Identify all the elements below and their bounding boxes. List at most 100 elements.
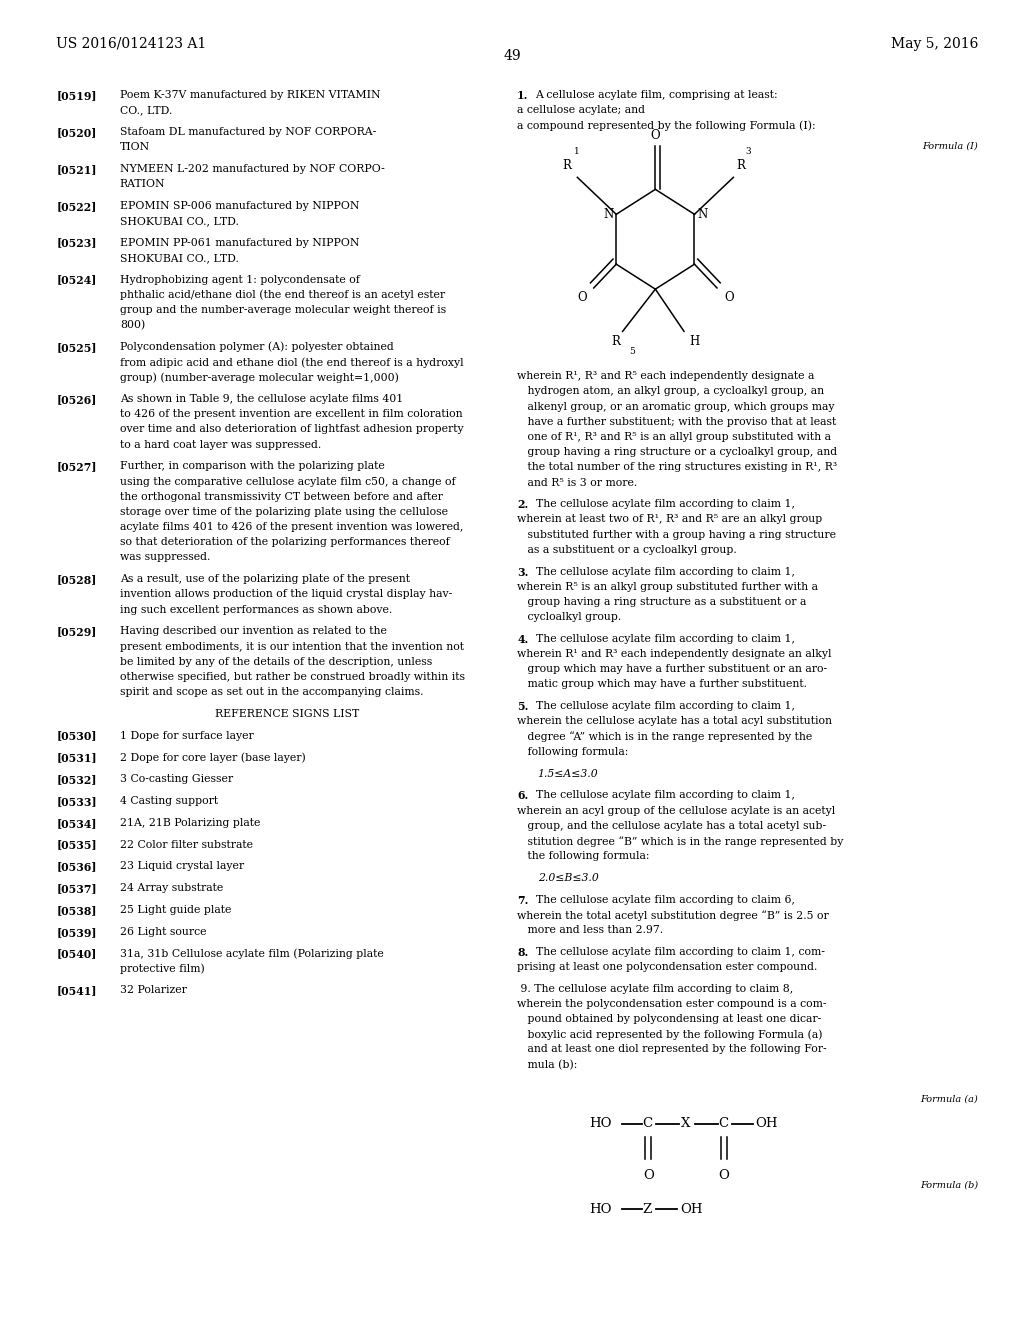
Text: [0538]: [0538] [56,904,97,916]
Text: otherwise specified, but rather be construed broadly within its: otherwise specified, but rather be const… [120,672,465,682]
Text: degree “A” which is in the range represented by the: degree “A” which is in the range represe… [517,731,812,742]
Text: hydrogen atom, an alkyl group, a cycloalkyl group, an: hydrogen atom, an alkyl group, a cycloal… [517,387,824,396]
Text: 800): 800) [120,319,145,330]
Text: O: O [650,129,660,141]
Text: [0533]: [0533] [56,796,97,807]
Text: and R⁵ is 3 or more.: and R⁵ is 3 or more. [517,478,637,487]
Text: spirit and scope as set out in the accompanying claims.: spirit and scope as set out in the accom… [120,686,423,697]
Text: [0539]: [0539] [56,927,97,937]
Text: 7.: 7. [517,895,528,906]
Text: O: O [643,1168,653,1181]
Text: [0521]: [0521] [56,164,97,174]
Text: As a result, use of the polarizing plate of the present: As a result, use of the polarizing plate… [120,574,410,585]
Text: H: H [689,335,699,348]
Text: so that deterioration of the polarizing performances thereof: so that deterioration of the polarizing … [120,537,450,548]
Text: 1.5≤A≤3.0: 1.5≤A≤3.0 [538,768,598,779]
Text: [0527]: [0527] [56,461,97,473]
Text: [0524]: [0524] [56,275,96,285]
Text: using the comparative cellulose acylate film c50, a change of: using the comparative cellulose acylate … [120,477,456,487]
Text: have a further substituent; with the proviso that at least: have a further substituent; with the pro… [517,417,837,426]
Text: Z: Z [642,1203,652,1216]
Text: [0525]: [0525] [56,342,97,352]
Text: [0536]: [0536] [56,861,97,873]
Text: [0537]: [0537] [56,883,97,894]
Text: R: R [611,335,621,348]
Text: substituted further with a group having a ring structure: substituted further with a group having … [517,529,837,540]
Text: one of R¹, R³ and R⁵ is an allyl group substituted with a: one of R¹, R³ and R⁵ is an allyl group s… [517,432,831,442]
Text: May 5, 2016: May 5, 2016 [891,37,978,51]
Text: the orthogonal transmissivity CT between before and after: the orthogonal transmissivity CT between… [120,491,442,502]
Text: and at least one diol represented by the following For-: and at least one diol represented by the… [517,1044,826,1055]
Text: stitution degree “B” which is in the range represented by: stitution degree “B” which is in the ran… [517,836,844,846]
Text: as a substituent or a cycloalkyl group.: as a substituent or a cycloalkyl group. [517,545,737,554]
Text: a cellulose acylate; and: a cellulose acylate; and [517,104,645,115]
Text: storage over time of the polarizing plate using the cellulose: storage over time of the polarizing plat… [120,507,447,517]
Text: wherein R¹, R³ and R⁵ each independently designate a: wherein R¹, R³ and R⁵ each independently… [517,371,814,381]
Text: wherein R¹ and R³ each independently designate an alkyl: wherein R¹ and R³ each independently des… [517,649,831,659]
Text: wherein the total acetyl substitution degree “B” is 2.5 or: wherein the total acetyl substitution de… [517,909,828,920]
Text: RATION: RATION [120,178,165,189]
Text: 6.: 6. [517,791,528,801]
Text: Polycondensation polymer (A): polyester obtained: Polycondensation polymer (A): polyester … [120,342,393,352]
Text: 3.: 3. [517,566,528,578]
Text: 23 Liquid crystal layer: 23 Liquid crystal layer [120,861,244,871]
Text: to 426 of the present invention are excellent in film coloration: to 426 of the present invention are exce… [120,409,463,420]
Text: Formula (I): Formula (I) [923,141,978,150]
Text: EPOMIN SP-006 manufactured by NIPPON: EPOMIN SP-006 manufactured by NIPPON [120,201,359,211]
Text: wherein an acyl group of the cellulose acylate is an acetyl: wherein an acyl group of the cellulose a… [517,805,836,816]
Text: 31a, 31b Cellulose acylate film (Polarizing plate: 31a, 31b Cellulose acylate film (Polariz… [120,948,384,960]
Text: group) (number-average molecular weight=1,000): group) (number-average molecular weight=… [120,372,398,383]
Text: group having a ring structure as a substituent or a: group having a ring structure as a subst… [517,597,807,607]
Text: be limited by any of the details of the description, unless: be limited by any of the details of the … [120,656,432,667]
Text: more and less than 2.97.: more and less than 2.97. [517,925,664,935]
Text: group, and the cellulose acylate has a total acetyl sub-: group, and the cellulose acylate has a t… [517,821,826,830]
Text: the following formula:: the following formula: [517,851,649,861]
Text: 5: 5 [629,347,635,356]
Text: 1.: 1. [517,90,528,100]
Text: group having a ring structure or a cycloalkyl group, and: group having a ring structure or a cyclo… [517,447,838,457]
Text: The cellulose acylate film according to claim 1,: The cellulose acylate film according to … [536,499,795,510]
Text: As shown in Table 9, the cellulose acylate films 401: As shown in Table 9, the cellulose acyla… [120,393,403,404]
Text: TION: TION [120,141,150,152]
Text: cycloalkyl group.: cycloalkyl group. [517,612,622,622]
Text: [0540]: [0540] [56,948,96,960]
Text: wherein R⁵ is an alkyl group substituted further with a: wherein R⁵ is an alkyl group substituted… [517,582,818,591]
Text: wherein the polycondensation ester compound is a com-: wherein the polycondensation ester compo… [517,999,826,1008]
Text: The cellulose acylate film according to claim 6,: The cellulose acylate film according to … [536,895,795,904]
Text: [0520]: [0520] [56,127,96,137]
Text: Formula (a): Formula (a) [921,1094,978,1104]
Text: 1: 1 [574,148,580,156]
Text: [0530]: [0530] [56,730,97,742]
Text: 8.: 8. [517,946,528,958]
Text: group which may have a further substituent or an aro-: group which may have a further substitue… [517,664,827,675]
Text: [0529]: [0529] [56,626,96,638]
Text: Formula (b): Formula (b) [920,1180,978,1189]
Text: 22 Color filter substrate: 22 Color filter substrate [120,840,253,850]
Text: acylate films 401 to 426 of the present invention was lowered,: acylate films 401 to 426 of the present … [120,521,463,532]
Text: 5.: 5. [517,701,528,713]
Text: 21A, 21B Polarizing plate: 21A, 21B Polarizing plate [120,817,260,828]
Text: HO: HO [589,1203,611,1216]
Text: HO: HO [589,1117,611,1130]
Text: The cellulose acylate film according to claim 1,: The cellulose acylate film according to … [536,566,795,577]
Text: boxylic acid represented by the following Formula (a): boxylic acid represented by the followin… [517,1030,822,1040]
Text: The cellulose acylate film according to claim 1,: The cellulose acylate film according to … [536,791,795,800]
Text: the total number of the ring structures existing in R¹, R³: the total number of the ring structures … [517,462,838,473]
Text: [0523]: [0523] [56,238,97,248]
Text: The cellulose acylate film according to claim 1,: The cellulose acylate film according to … [536,634,795,644]
Text: SHOKUBAI CO., LTD.: SHOKUBAI CO., LTD. [120,215,239,226]
Text: The cellulose acylate film according to claim 1,: The cellulose acylate film according to … [536,701,795,711]
Text: 3 Co-casting Giesser: 3 Co-casting Giesser [120,774,232,784]
Text: group and the number-average molecular weight thereof is: group and the number-average molecular w… [120,305,445,315]
Text: mula (b):: mula (b): [517,1060,578,1071]
Text: N: N [697,207,708,220]
Text: X: X [681,1117,691,1130]
Text: ing such excellent performances as shown above.: ing such excellent performances as shown… [120,605,392,615]
Text: 4 Casting support: 4 Casting support [120,796,218,807]
Text: 3: 3 [745,148,752,156]
Text: O: O [577,290,587,304]
Text: [0522]: [0522] [56,201,96,211]
Text: Poem K-37V manufactured by RIKEN VITAMIN: Poem K-37V manufactured by RIKEN VITAMIN [120,90,380,100]
Text: following formula:: following formula: [517,747,629,756]
Text: 2 Dope for core layer (base layer): 2 Dope for core layer (base layer) [120,752,305,763]
